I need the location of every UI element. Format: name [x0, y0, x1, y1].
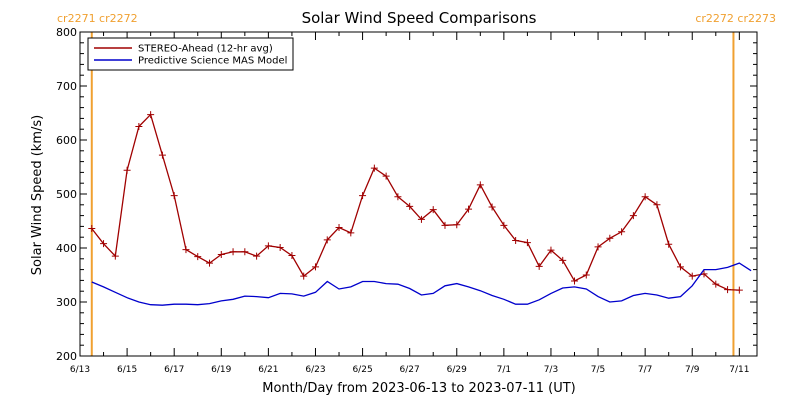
- y-tick-label: 500: [56, 188, 77, 201]
- data-point: [311, 263, 319, 271]
- data-point: [276, 243, 284, 251]
- data-point: [441, 221, 449, 229]
- data-point: [253, 252, 261, 260]
- y-axis-label: Solar Wind Speed (km/s): [30, 115, 45, 275]
- data-point: [606, 234, 614, 242]
- y-tick-label: 300: [56, 296, 77, 309]
- data-point: [300, 272, 308, 280]
- carrington-label: cr2272 cr2273: [695, 12, 776, 25]
- chart-title: Solar Wind Speed Comparisons: [302, 9, 537, 27]
- data-point: [123, 166, 131, 174]
- data-point: [100, 240, 108, 248]
- x-tick-label: 6/21: [258, 365, 278, 375]
- data-point: [147, 111, 155, 119]
- plot-series: [88, 111, 752, 306]
- data-point: [594, 243, 602, 251]
- x-tick-label: 7/11: [729, 365, 749, 375]
- plot-axes: 200 300 400 500 600 700 800 6/13 6/15 6/17 6/19 6/2…: [56, 26, 758, 375]
- x-tick-label: 6/17: [164, 365, 184, 375]
- data-point: [111, 252, 119, 260]
- x-tick-label: 6/19: [211, 365, 231, 375]
- data-point: [241, 248, 249, 256]
- x-tick-label: 6/13: [70, 365, 90, 375]
- data-point: [453, 221, 461, 229]
- x-tick-label: 7/9: [685, 365, 700, 375]
- data-point: [429, 206, 437, 214]
- y-tick-label: 200: [56, 350, 77, 363]
- data-point: [641, 193, 649, 201]
- carrington-label: cr2271 cr2272: [57, 12, 138, 25]
- data-point: [229, 248, 237, 256]
- data-point: [724, 286, 732, 294]
- data-point: [217, 250, 225, 258]
- data-point: [676, 263, 684, 271]
- data-point: [135, 123, 143, 130]
- data-point: [488, 203, 496, 211]
- legend: STEREO-Ahead (12-hr avg)Predictive Scien…: [87, 37, 294, 71]
- x-tick-label: 6/29: [447, 365, 467, 375]
- data-point: [512, 236, 520, 244]
- data-point: [394, 193, 402, 201]
- data-point: [417, 215, 425, 223]
- data-point: [500, 221, 508, 229]
- data-point: [523, 239, 531, 247]
- data-point: [288, 252, 296, 260]
- y-tick-label: 800: [56, 26, 77, 39]
- data-point: [88, 225, 96, 233]
- data-point: [653, 201, 661, 209]
- data-point: [158, 151, 166, 159]
- data-point: [735, 286, 743, 294]
- data-point: [688, 272, 696, 280]
- data-point: [712, 280, 720, 288]
- x-tick-label: 7/3: [544, 365, 558, 375]
- data-point: [170, 192, 178, 200]
- data-point: [465, 205, 473, 213]
- data-point: [382, 172, 390, 180]
- x-tick-label: 6/27: [400, 365, 420, 375]
- data-point: [665, 240, 673, 248]
- data-point: [700, 270, 708, 278]
- data-point: [547, 246, 555, 254]
- data-point: [347, 229, 355, 237]
- x-tick-label: 6/23: [305, 365, 325, 375]
- data-point: [194, 253, 202, 261]
- data-point: [582, 271, 590, 279]
- x-tick-label: 7/7: [638, 365, 652, 375]
- data-point: [629, 212, 637, 220]
- legend-label: STEREO-Ahead (12-hr avg): [138, 44, 273, 55]
- carrington-rotation-markers: cr2271 cr2272 cr2272 cr2273: [57, 12, 776, 356]
- data-point: [182, 246, 190, 254]
- series-line-1: [91, 113, 740, 291]
- x-tick-label: 6/25: [352, 365, 372, 375]
- data-point: [476, 181, 484, 189]
- legend-box: [87, 37, 294, 71]
- data-point: [335, 223, 343, 231]
- y-tick-label: 700: [56, 80, 77, 93]
- x-axis-label: Month/Day from 2023-06-13 to 2023-07-11 …: [262, 381, 575, 396]
- data-point: [264, 242, 272, 250]
- plot-frame: [79, 31, 758, 357]
- data-point: [535, 262, 543, 270]
- x-tick-label: 6/15: [117, 365, 137, 375]
- data-point: [406, 202, 414, 210]
- x-tick-label: 7/5: [591, 365, 605, 375]
- y-tick-label: 600: [56, 134, 77, 147]
- legend-label: Predictive Science MAS Model: [138, 56, 287, 67]
- x-tick-label: 7/1: [497, 365, 511, 375]
- data-point: [370, 164, 378, 172]
- data-point: [359, 192, 367, 200]
- data-point: [571, 277, 579, 285]
- data-point: [206, 259, 214, 267]
- data-point: [618, 228, 626, 236]
- y-tick-label: 400: [56, 242, 77, 255]
- series-line-2: [91, 262, 752, 306]
- data-point: [559, 256, 567, 264]
- data-point: [323, 236, 331, 244]
